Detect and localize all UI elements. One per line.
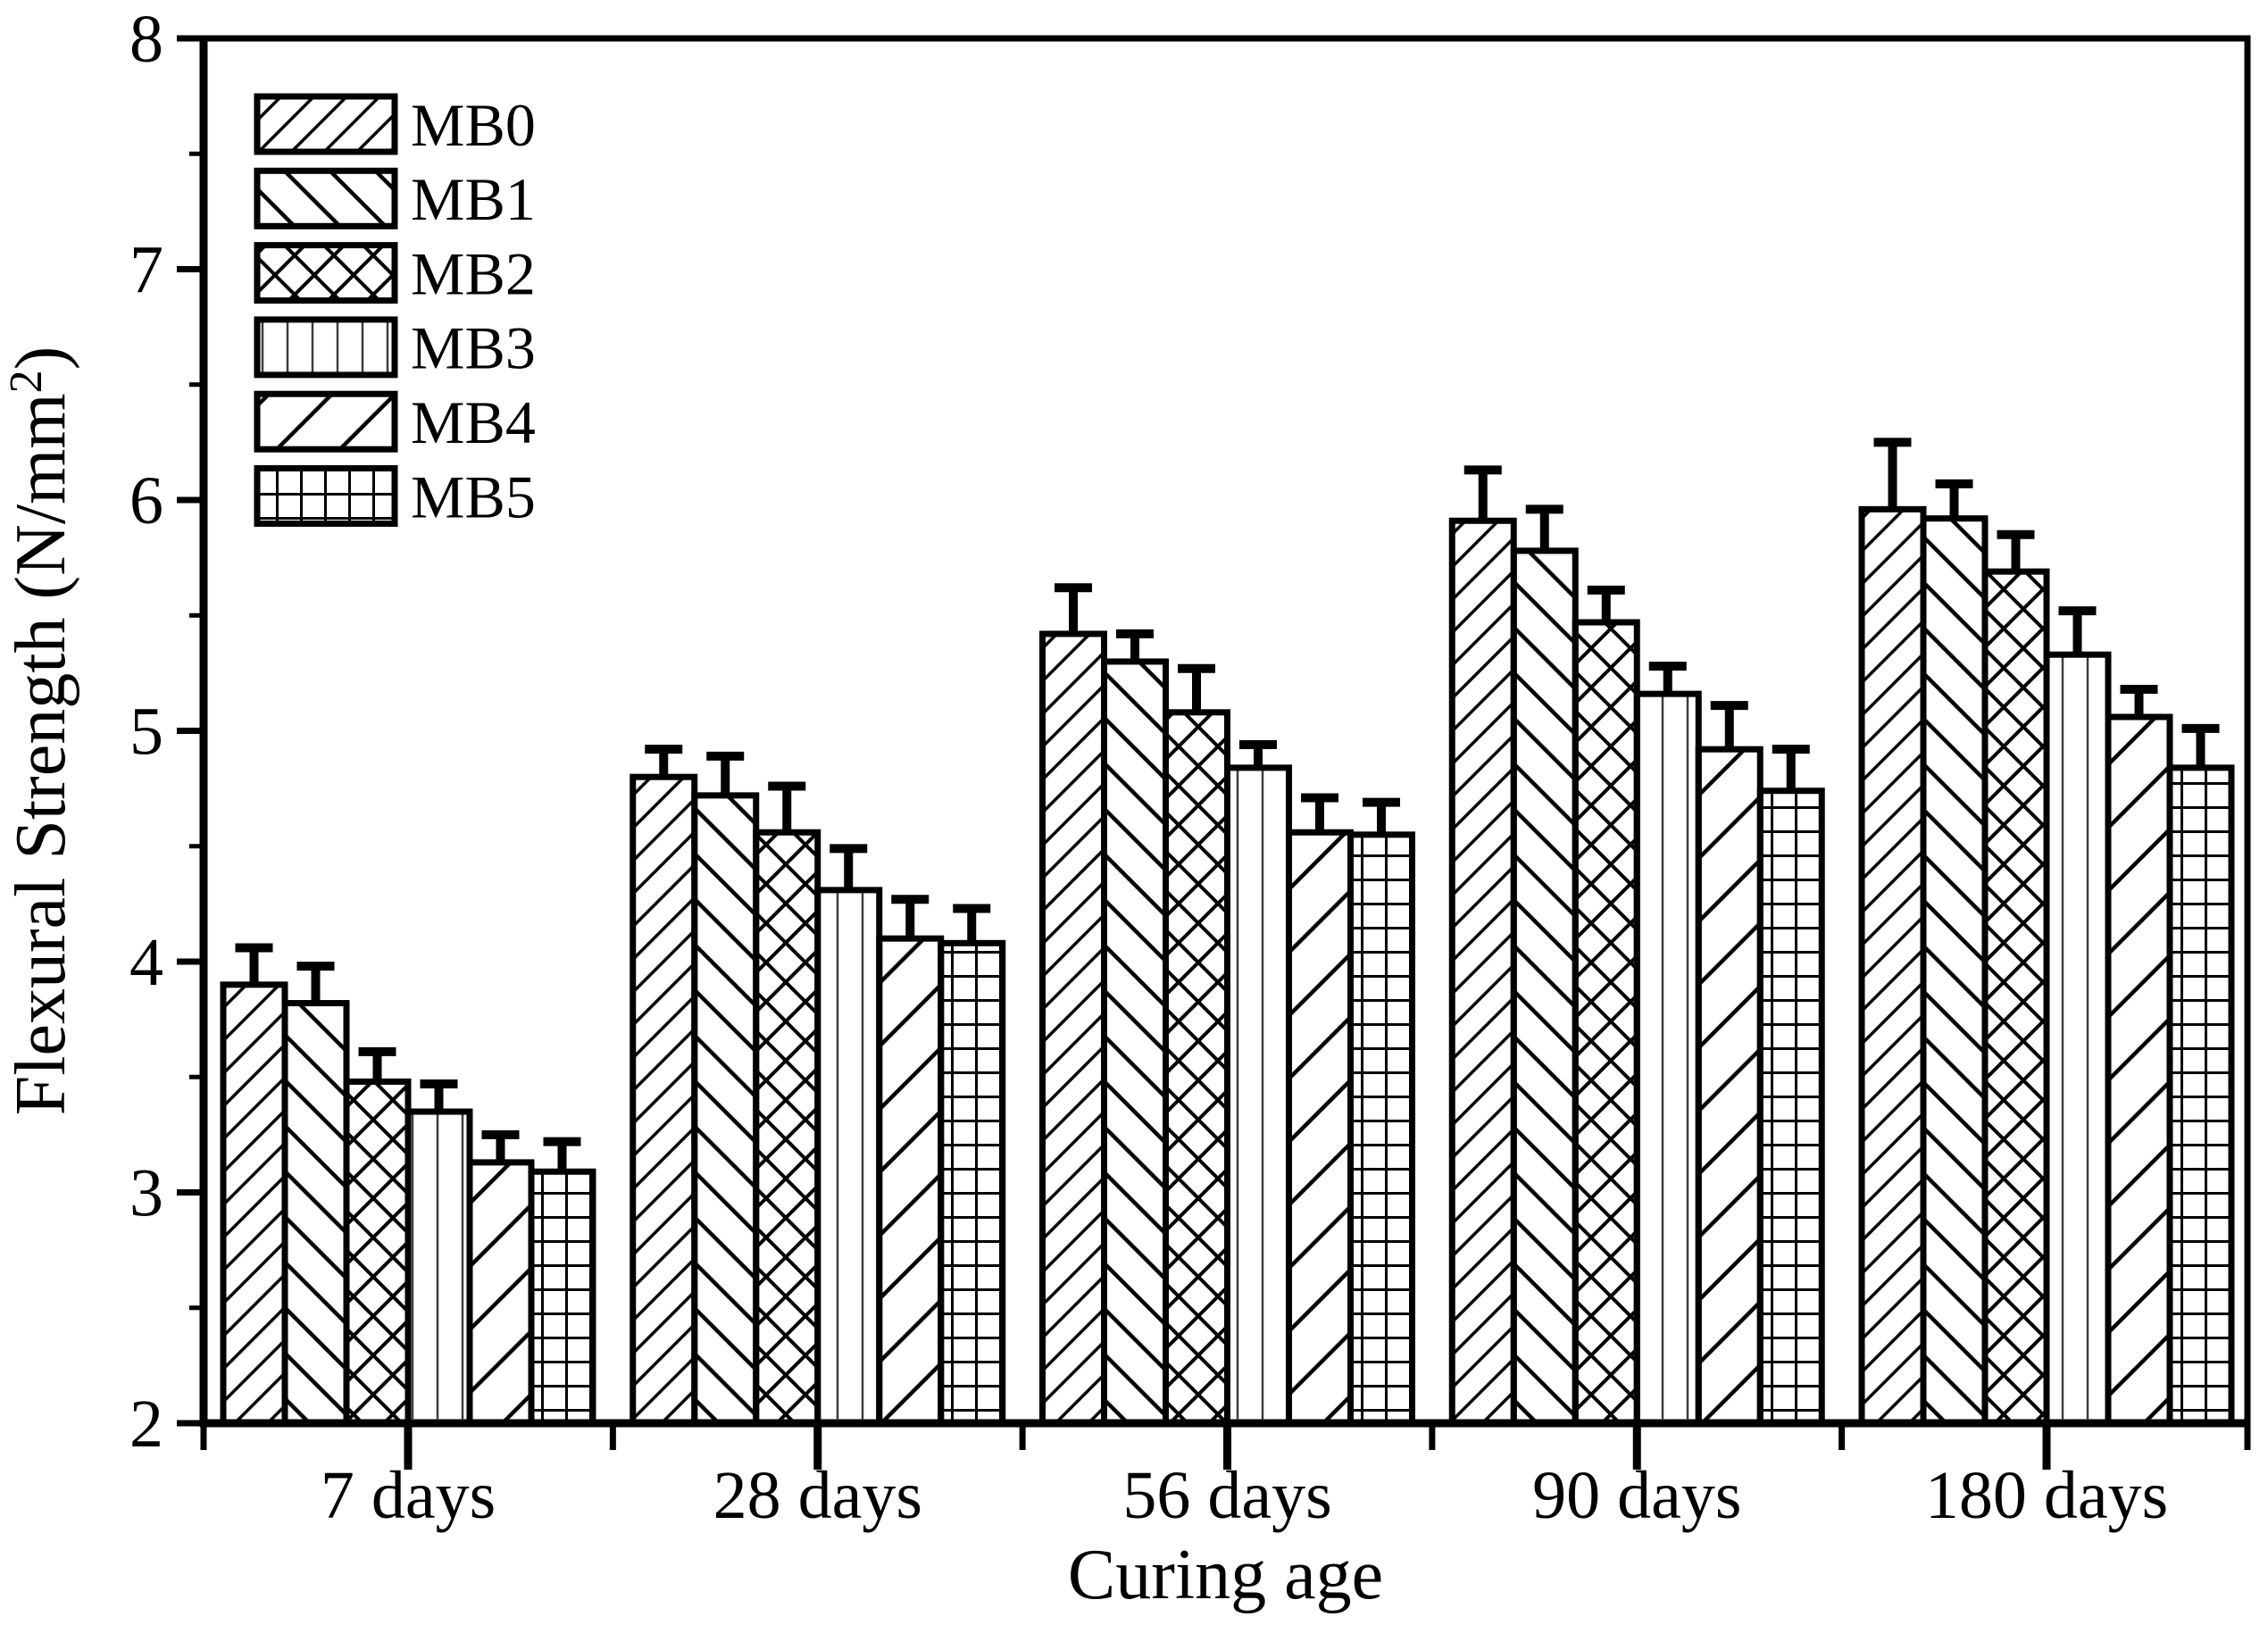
- error-bar-MB1-90-days: [1525, 504, 1563, 551]
- legend-label-MB1: MB1: [411, 165, 536, 233]
- legend-label-MB0: MB0: [411, 91, 536, 159]
- error-bar-MB5-7-days: [543, 1137, 581, 1172]
- error-bar-MB3-56-days: [1239, 740, 1277, 768]
- x-tick-label-56-days: 56 days: [1122, 1458, 1331, 1533]
- error-bar-MB5-56-days: [1363, 797, 1400, 835]
- bar-MB3-7-days: [404, 1108, 473, 1427]
- bar-MB3-180-days: [2043, 651, 2112, 1427]
- error-bar-MB3-90-days: [1648, 662, 1687, 695]
- legend-swatch-MB0: [254, 93, 398, 155]
- y-axis-title: Flexural Strength (N/mm2): [1, 346, 80, 1115]
- y-tick-label-4: 4: [129, 925, 163, 1000]
- error-bar-MB2-180-days: [1997, 529, 2035, 572]
- error-bar-MB4-90-days: [1710, 701, 1748, 750]
- legend-label-MB3: MB3: [411, 314, 536, 382]
- legend-swatch-MB3: [254, 316, 398, 379]
- bar-MB2-56-days: [1163, 709, 1230, 1427]
- legend-label-MB2: MB2: [411, 239, 536, 307]
- error-bar-MB0-7-days: [235, 943, 273, 985]
- bar-MB4-28-days: [876, 935, 945, 1427]
- bar-MB1-28-days: [691, 792, 760, 1427]
- error-bar-MB4-180-days: [2120, 684, 2158, 717]
- x-tick-label-7-days: 7 days: [321, 1458, 496, 1533]
- bar-MB0-90-days: [1448, 517, 1517, 1427]
- y-tick-label-3: 3: [129, 1155, 163, 1230]
- error-bar-MB1-28-days: [706, 751, 745, 796]
- error-bar-MB2-90-days: [1587, 585, 1625, 623]
- bar-MB5-180-days: [2166, 764, 2235, 1427]
- legend-swatch-MB1: [254, 167, 398, 229]
- y-tick-label-7: 7: [129, 232, 163, 307]
- legend-swatch-MB2: [254, 242, 398, 304]
- bar-MB2-28-days: [753, 829, 821, 1427]
- error-bar-MB5-180-days: [2181, 723, 2220, 768]
- error-bar-MB1-180-days: [1935, 479, 1973, 519]
- bar-MB3-56-days: [1224, 764, 1292, 1427]
- error-bar-MB5-90-days: [1772, 745, 1810, 791]
- error-bar-MB3-180-days: [2058, 606, 2097, 655]
- bar-MB5-28-days: [938, 939, 1006, 1427]
- bar-MB2-90-days: [1572, 619, 1640, 1427]
- bar-MB0-7-days: [220, 981, 288, 1427]
- error-bar-MB0-56-days: [1055, 583, 1092, 634]
- x-axis-title: Curing age: [1068, 1536, 1383, 1614]
- error-bar-MB3-7-days: [420, 1079, 458, 1112]
- error-bar-MB4-28-days: [891, 895, 930, 939]
- bar-MB3-90-days: [1633, 690, 1702, 1427]
- error-bar-MB2-56-days: [1178, 663, 1215, 712]
- bar-MB1-180-days: [1920, 515, 1989, 1427]
- error-bar-MB4-7-days: [481, 1129, 520, 1162]
- error-bar-MB1-7-days: [296, 962, 335, 1004]
- bar-MB0-28-days: [630, 773, 698, 1427]
- bar-MB1-90-days: [1510, 547, 1579, 1427]
- bar-MB5-90-days: [1756, 788, 1825, 1427]
- y-tick-label-8: 8: [129, 2, 163, 77]
- bar-MB1-7-days: [281, 1000, 350, 1427]
- x-tick-label-180-days: 180 days: [1925, 1458, 2168, 1533]
- bar-MB0-180-days: [1858, 505, 1927, 1427]
- bar-MB5-56-days: [1347, 831, 1415, 1427]
- bar-MB4-56-days: [1286, 829, 1354, 1427]
- bar-MB1-56-days: [1101, 658, 1169, 1427]
- legend-label-MB4: MB4: [411, 388, 536, 456]
- error-bar-MB1-56-days: [1116, 629, 1154, 662]
- error-bar-MB0-28-days: [645, 745, 683, 778]
- x-tick-label-90-days: 90 days: [1532, 1458, 1741, 1533]
- bar-MB4-7-days: [466, 1159, 535, 1427]
- bar-MB5-7-days: [528, 1168, 596, 1427]
- legend-label-MB5: MB5: [411, 462, 536, 530]
- error-bar-MB0-180-days: [1873, 438, 1912, 510]
- error-bar-MB2-28-days: [768, 781, 806, 833]
- bar-MB3-28-days: [814, 887, 883, 1427]
- error-bar-MB0-90-days: [1463, 465, 1502, 521]
- error-bar-MB2-7-days: [358, 1046, 396, 1082]
- error-bar-MB4-56-days: [1301, 793, 1338, 833]
- y-tick-label-6: 6: [129, 463, 163, 538]
- bar-MB0-56-days: [1039, 630, 1107, 1427]
- legend-swatch-MB5: [254, 465, 398, 527]
- bar-MB2-7-days: [343, 1078, 412, 1427]
- legend-swatch-MB4: [254, 390, 398, 453]
- y-tick-label-2: 2: [129, 1387, 163, 1462]
- bar-MB4-180-days: [2105, 713, 2173, 1427]
- bars-group: [220, 438, 2235, 1427]
- x-tick-label-28-days: 28 days: [713, 1458, 922, 1533]
- error-bar-MB5-28-days: [953, 904, 991, 944]
- bar-MB4-90-days: [1695, 746, 1764, 1427]
- error-bar-MB3-28-days: [830, 844, 868, 890]
- y-tick-label-5: 5: [129, 694, 163, 769]
- bar-MB2-180-days: [1981, 568, 2050, 1427]
